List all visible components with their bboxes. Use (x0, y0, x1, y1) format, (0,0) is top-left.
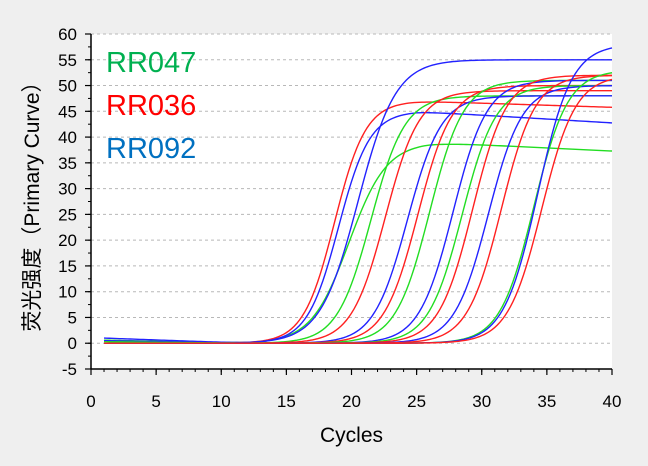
y-tick-label: 10 (58, 283, 77, 302)
y-tick-label: 55 (58, 51, 77, 70)
y-tick-label: 20 (58, 231, 77, 250)
y-tick-label: 60 (58, 25, 77, 44)
x-tick-label: 20 (342, 392, 361, 411)
x-tick-label: 10 (212, 392, 231, 411)
legend-entry-rr092: RR092 (106, 133, 196, 165)
y-tick-label: 30 (58, 180, 77, 199)
x-tick-label: 30 (472, 392, 491, 411)
plot-area (91, 34, 612, 369)
curves-group (104, 47, 613, 344)
x-tick-label: 25 (407, 392, 426, 411)
x-tick-label: 15 (277, 392, 296, 411)
y-tick-label: 45 (58, 102, 77, 121)
x-axis-title: Cycles (320, 424, 383, 447)
y-axis-title: 荧光强度（Primary Curve） (21, 71, 44, 331)
legend-entry-rr047: RR047 (106, 47, 196, 79)
y-tick-label: 5 (68, 308, 77, 327)
y-tick-label: -5 (62, 360, 77, 379)
y-tick-label: 25 (58, 205, 77, 224)
y-tick-label: 40 (58, 128, 77, 147)
y-tick-label: 15 (58, 257, 77, 276)
x-tick-label: 5 (151, 392, 160, 411)
x-tick-label: 0 (86, 392, 95, 411)
x-tick-label: 40 (603, 392, 622, 411)
y-tick-label: 35 (58, 154, 77, 173)
legend-entry-rr036: RR036 (106, 90, 196, 122)
amplification-curve-3 (104, 112, 613, 344)
x-tick-label: 35 (537, 392, 556, 411)
y-tick-label: 0 (68, 334, 77, 353)
y-tick-label: 50 (58, 77, 77, 96)
amplification-curve-17 (104, 78, 613, 344)
